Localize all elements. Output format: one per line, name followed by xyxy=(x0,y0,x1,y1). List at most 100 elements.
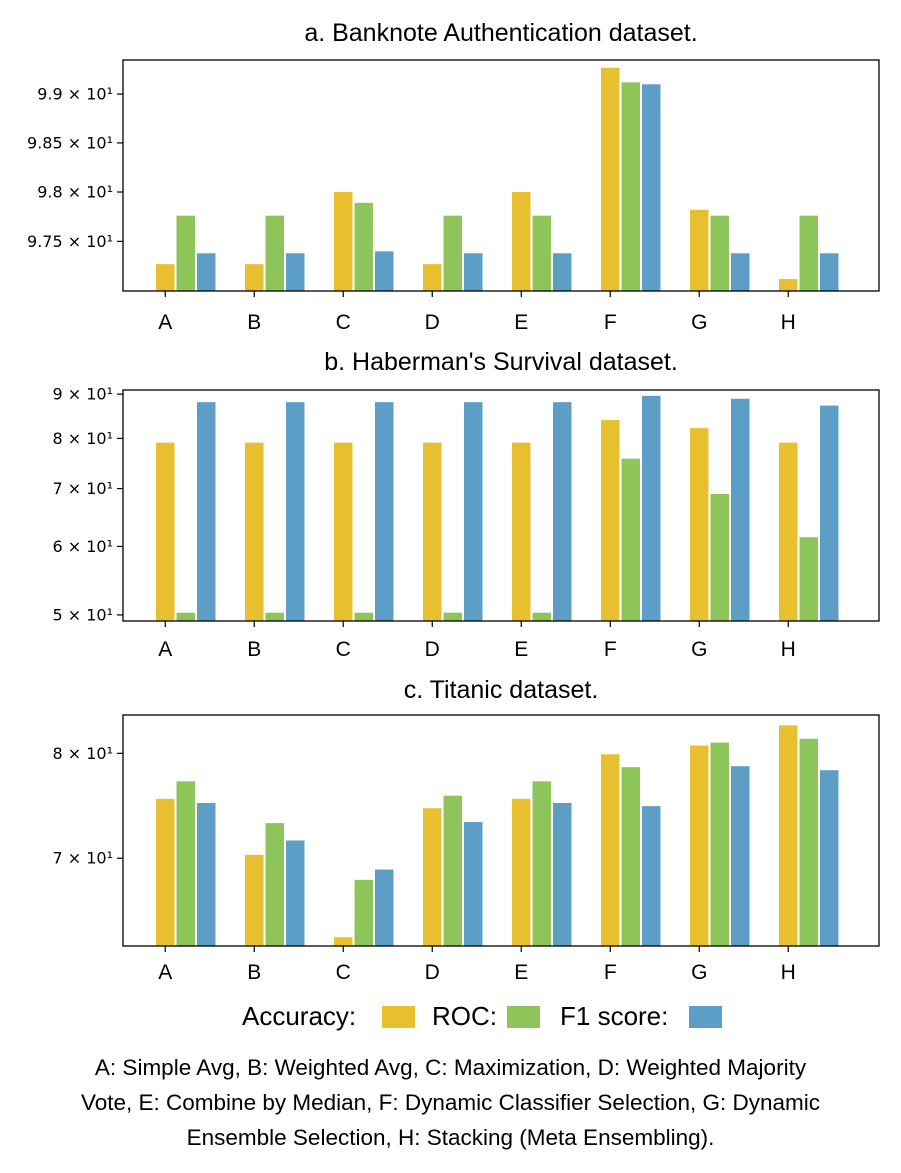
bar-H-accuracy xyxy=(779,279,798,291)
bar-E-f1-score xyxy=(553,802,572,946)
bar-E-roc xyxy=(532,215,551,291)
bar-F-accuracy xyxy=(601,67,620,291)
bar-G-roc xyxy=(710,215,729,291)
x-tick-label: E xyxy=(514,638,528,661)
bar-H-f1-score xyxy=(820,405,839,621)
bar-D-accuracy xyxy=(423,442,442,621)
x-tick-label: C xyxy=(336,961,351,984)
plot-frame xyxy=(122,59,880,292)
x-tick-label: B xyxy=(247,638,261,661)
bar-F-accuracy xyxy=(601,420,620,621)
bar-A-f1-score xyxy=(197,402,216,621)
bar-H-roc xyxy=(799,215,818,291)
bar-G-accuracy xyxy=(690,745,709,946)
bar-H-f1-score xyxy=(820,253,839,291)
x-tick-label: H xyxy=(781,638,796,661)
x-tick-label: B xyxy=(247,961,261,984)
legend-swatch-2 xyxy=(507,1006,540,1028)
chart-title: a. Banknote Authentication dataset. xyxy=(304,19,697,47)
bar-H-accuracy xyxy=(779,725,798,946)
bar-A-accuracy xyxy=(156,442,175,621)
y-tick-label: 9.8 × 10¹ xyxy=(37,183,113,202)
bar-H-accuracy xyxy=(779,442,798,621)
x-tick-label: A xyxy=(158,961,172,984)
bar-A-roc xyxy=(176,781,195,946)
bar-C-accuracy xyxy=(334,192,353,291)
bar-C-roc xyxy=(354,202,373,291)
bar-E-f1-score xyxy=(553,402,572,621)
x-tick-label: F xyxy=(604,961,617,984)
x-tick-label: E xyxy=(514,961,528,984)
bar-F-roc xyxy=(621,458,640,621)
caption-line-3: Ensemble Selection, H: Stacking (Meta En… xyxy=(186,1125,715,1150)
bar-H-roc xyxy=(799,738,818,946)
x-tick-label: C xyxy=(336,311,351,334)
x-tick-label: A xyxy=(158,638,172,661)
bar-D-accuracy xyxy=(423,264,442,291)
legend-label-2: ROC: xyxy=(432,1001,497,1031)
bar-F-f1-score xyxy=(642,395,661,621)
legend-swatch-1 xyxy=(382,1006,415,1028)
bar-A-f1-score xyxy=(197,253,216,291)
chart-panel-1: a. Banknote Authentication dataset. 9.75 … xyxy=(27,19,880,334)
bar-C-f1-score xyxy=(375,402,394,621)
bar-F-roc xyxy=(621,82,640,291)
caption-line-1: A: Simple Avg, B: Weighted Avg, C: Maxim… xyxy=(94,1055,807,1080)
bar-A-roc xyxy=(176,215,195,291)
bar-G-roc xyxy=(710,742,729,946)
bar-F-accuracy xyxy=(601,754,620,946)
x-tick-label: B xyxy=(247,311,261,334)
y-tick-label: 7 × 10¹ xyxy=(52,849,113,868)
bar-F-roc xyxy=(621,767,640,946)
bar-A-accuracy xyxy=(156,264,175,291)
bar-A-roc xyxy=(176,612,195,621)
bar-A-f1-score xyxy=(197,802,216,946)
bar-D-roc xyxy=(443,215,462,291)
caption-line-2: Vote, E: Combine by Median, F: Dynamic C… xyxy=(80,1090,821,1115)
bar-C-roc xyxy=(354,612,373,621)
bar-D-roc xyxy=(443,795,462,946)
plot-frame xyxy=(122,389,880,622)
x-tick-label: D xyxy=(425,961,440,984)
x-tick-label: G xyxy=(691,961,707,984)
x-tick-label: D xyxy=(425,638,440,661)
x-tick-label: G xyxy=(691,311,707,334)
legend: Accuracy: ROC: F1 score: xyxy=(242,1001,722,1031)
bar-G-f1-score xyxy=(731,766,750,946)
bar-E-accuracy xyxy=(512,442,531,621)
bar-B-accuracy xyxy=(245,442,264,621)
bar-E-roc xyxy=(532,612,551,621)
x-tick-label: F xyxy=(604,311,617,334)
bar-B-roc xyxy=(265,823,284,946)
chart-title: c. Titanic dataset. xyxy=(404,676,599,704)
y-tick-label: 9.75 × 10¹ xyxy=(27,232,113,251)
y-tick-label: 6 × 10¹ xyxy=(52,537,113,556)
bar-C-f1-score xyxy=(375,251,394,291)
bar-B-accuracy xyxy=(245,264,264,291)
chart-panel-2: b. Haberman's Survival dataset. 5 × 10¹ 6 … xyxy=(52,348,880,661)
legend-label-1: Accuracy: xyxy=(242,1001,356,1031)
figure-caption: A: Simple Avg, B: Weighted Avg, C: Maxim… xyxy=(0,1050,901,1155)
bar-F-f1-score xyxy=(642,806,661,946)
x-tick-label: G xyxy=(691,638,707,661)
y-tick-label: 9.85 × 10¹ xyxy=(27,133,113,152)
bar-D-accuracy xyxy=(423,808,442,946)
bar-C-accuracy xyxy=(334,442,353,621)
bar-B-f1-score xyxy=(286,402,305,621)
legend-swatch-3 xyxy=(689,1006,722,1028)
bar-B-roc xyxy=(265,612,284,621)
bar-E-roc xyxy=(532,781,551,946)
bar-D-roc xyxy=(443,612,462,621)
x-tick-label: A xyxy=(158,311,172,334)
x-tick-label: H xyxy=(781,311,796,334)
bar-D-f1-score xyxy=(464,253,483,291)
bar-C-roc xyxy=(354,879,373,946)
x-tick-label: D xyxy=(425,311,440,334)
bar-B-roc xyxy=(265,215,284,291)
bar-B-accuracy xyxy=(245,854,264,946)
bar-G-accuracy xyxy=(690,209,709,291)
x-tick-label: F xyxy=(604,638,617,661)
bar-G-f1-score xyxy=(731,398,750,621)
x-tick-label: E xyxy=(514,311,528,334)
